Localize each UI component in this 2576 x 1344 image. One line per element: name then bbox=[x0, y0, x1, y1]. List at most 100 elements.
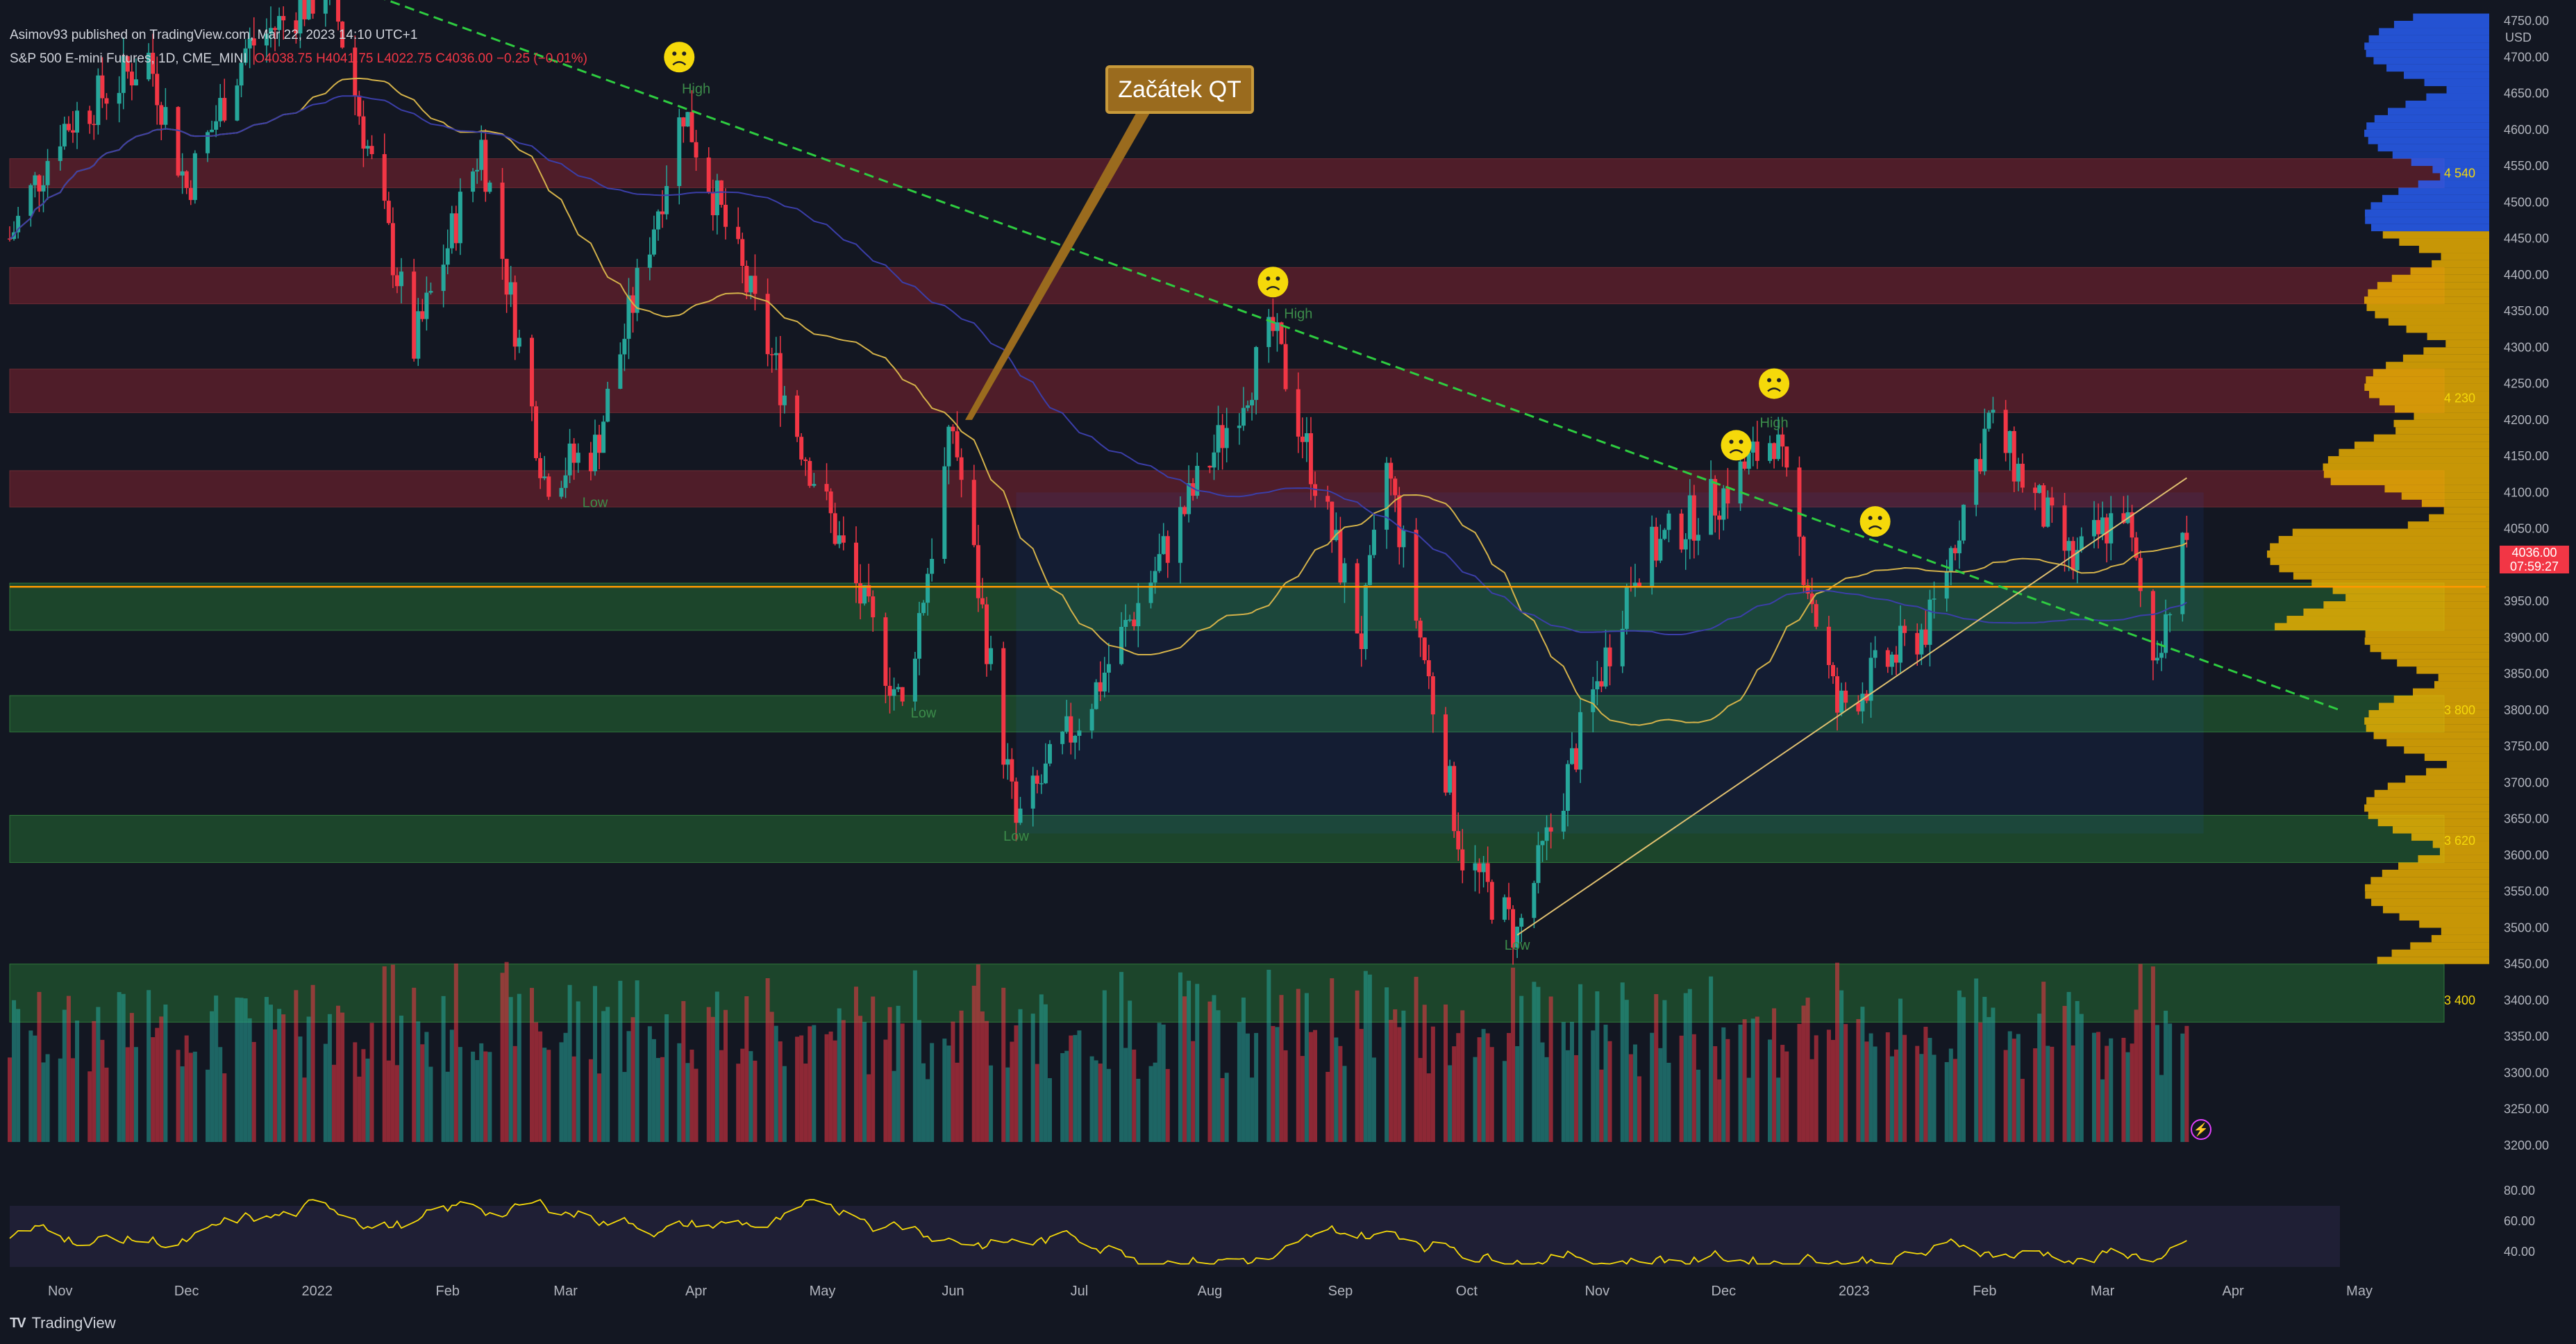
volume-bar bbox=[2050, 1046, 2055, 1142]
profile-bar bbox=[2386, 739, 2489, 747]
price-tick-label: 4550.00 bbox=[2504, 159, 2549, 173]
candle-body bbox=[824, 484, 829, 492]
profile-bar bbox=[2386, 64, 2489, 72]
candle-body bbox=[1371, 530, 1376, 555]
candle-body bbox=[298, 0, 303, 34]
profile-bar bbox=[2446, 86, 2489, 94]
tradingview-brand[interactable]: TradingView bbox=[31, 1314, 116, 1332]
volume-bar bbox=[1098, 1064, 1103, 1142]
candle-body bbox=[1300, 436, 1305, 442]
candle-body bbox=[1077, 730, 1082, 736]
volume-bar bbox=[867, 1074, 871, 1142]
price-axis: 3200.00 3250.00 3300.00 3350.00 3400.00 3450.… bbox=[2504, 14, 2549, 1152]
volume-bar bbox=[1241, 997, 1246, 1142]
profile-bar bbox=[2416, 666, 2489, 674]
candle-body bbox=[1018, 808, 1023, 823]
rsi-pane: 80.00 60.00 40.00 bbox=[9, 1184, 2535, 1267]
candle-body bbox=[1157, 554, 1162, 571]
candle-body bbox=[1414, 530, 1419, 621]
volume-bar bbox=[92, 1020, 97, 1142]
volume-bar bbox=[294, 990, 299, 1142]
volume-bar bbox=[1191, 1041, 1196, 1142]
candle-body bbox=[1355, 563, 1360, 634]
candle-body bbox=[92, 124, 97, 126]
candle-body bbox=[2046, 497, 2050, 527]
candle-body bbox=[243, 48, 248, 63]
profile-bar bbox=[2373, 57, 2489, 65]
volume-bar bbox=[1444, 1004, 1448, 1142]
volume-bar bbox=[1709, 976, 1714, 1142]
candle-body bbox=[96, 75, 101, 126]
volume-bar bbox=[1246, 1033, 1250, 1142]
volume-bar bbox=[2075, 1000, 2080, 1142]
candle-body bbox=[795, 395, 800, 437]
candle-body bbox=[664, 185, 669, 215]
volume-bar bbox=[1683, 993, 1688, 1142]
volume-bar bbox=[1119, 972, 1124, 1142]
candle-body bbox=[976, 545, 980, 598]
volume-bar bbox=[1073, 1034, 1078, 1142]
volume-bar bbox=[2062, 1005, 2067, 1142]
candle-body bbox=[799, 437, 804, 460]
volume-bar bbox=[1974, 978, 1979, 1142]
volume-bar bbox=[449, 1030, 454, 1142]
sad-face-eye bbox=[672, 51, 677, 56]
candle-body bbox=[2033, 487, 2038, 494]
candle-body bbox=[382, 154, 387, 201]
candle-body bbox=[912, 658, 917, 702]
sad-face-icon bbox=[1859, 506, 1891, 537]
candle-body bbox=[1835, 676, 1840, 713]
volume-bar bbox=[386, 1060, 391, 1142]
volume-bar bbox=[243, 998, 248, 1142]
price-tick-label: 4400.00 bbox=[2504, 268, 2549, 282]
profile-bar bbox=[2406, 325, 2489, 333]
volume-bar bbox=[1599, 1069, 1604, 1142]
profile-bar bbox=[2366, 303, 2489, 312]
volume-bar bbox=[917, 1020, 921, 1142]
volume-bar bbox=[2020, 1079, 2025, 1142]
candle-body bbox=[1047, 744, 1052, 764]
volume-bar bbox=[483, 1051, 488, 1142]
volume-bar bbox=[853, 986, 858, 1142]
volume-bar bbox=[1843, 1024, 1848, 1142]
volume-bar bbox=[1089, 1056, 1094, 1142]
volume-bar bbox=[357, 1076, 362, 1142]
volume-bar bbox=[1102, 990, 1107, 1142]
volume-bar bbox=[41, 1062, 46, 1142]
candle-body bbox=[2150, 591, 2155, 661]
candle-body bbox=[1607, 647, 1612, 666]
candle-body bbox=[1574, 748, 1579, 770]
candle-body bbox=[37, 175, 42, 192]
candle-body bbox=[66, 124, 71, 131]
volume-bar bbox=[803, 1064, 808, 1142]
volume-bar bbox=[765, 978, 770, 1142]
profile-bar bbox=[2364, 717, 2489, 725]
profile-bar bbox=[2311, 579, 2489, 587]
price-tick-label: 3400.00 bbox=[2504, 993, 2549, 1007]
volume-bar bbox=[206, 1069, 210, 1142]
volume-bar bbox=[8, 1057, 12, 1142]
price-tick-label: 3550.00 bbox=[2504, 884, 2549, 898]
volume-bar bbox=[336, 1005, 341, 1142]
flash-icon[interactable]: ⚡ bbox=[2191, 1119, 2211, 1140]
candle-body bbox=[1830, 665, 1835, 677]
sad-face-eye bbox=[1868, 516, 1873, 521]
profile-bar bbox=[2398, 187, 2489, 195]
volume-bar bbox=[912, 970, 917, 1142]
volume-bar bbox=[1654, 993, 1659, 1142]
candle-body bbox=[1507, 897, 1512, 909]
volume-bar bbox=[1721, 1027, 1726, 1142]
volume-bar bbox=[681, 1001, 686, 1142]
time-tick-label: Feb bbox=[1973, 1284, 1996, 1299]
tradingview-logo-icon[interactable]: TV bbox=[10, 1315, 26, 1331]
volume-bar bbox=[1738, 1024, 1743, 1142]
candle-body bbox=[1128, 619, 1132, 621]
volume-bar bbox=[630, 1017, 635, 1142]
candle-body bbox=[2105, 517, 2109, 544]
volume-bar bbox=[723, 1009, 728, 1142]
candle-body bbox=[2041, 485, 2046, 527]
candle-body bbox=[892, 689, 896, 696]
candle-body bbox=[1961, 505, 1966, 541]
volume-bar bbox=[1519, 996, 1524, 1142]
candle-body bbox=[2159, 653, 2164, 658]
